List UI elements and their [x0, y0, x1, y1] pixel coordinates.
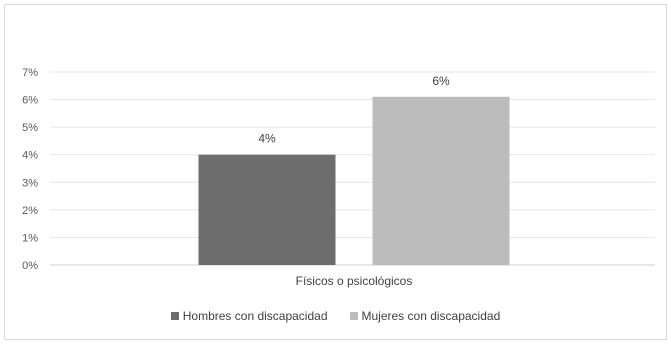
- bar-mujeres: [372, 96, 510, 265]
- y-axis-ticks: 0% 1% 2% 3% 4% 5% 6% 7%: [22, 67, 38, 272]
- y-tick-label: 6%: [22, 95, 38, 107]
- data-label: 4%: [258, 132, 276, 146]
- legend-item-hombres: Hombres con discapacidad: [170, 309, 328, 323]
- legend-item-mujeres: Mujeres con discapacidad: [349, 309, 501, 323]
- bars: [198, 96, 510, 265]
- y-tick-label: 1%: [22, 232, 38, 244]
- data-label: 6%: [432, 74, 450, 88]
- legend-swatch: [349, 312, 358, 320]
- legend-label: Mujeres con discapacidad: [361, 309, 501, 323]
- gridlines: [50, 71, 655, 266]
- data-labels: 4% 6%: [258, 74, 450, 146]
- y-tick-label: 7%: [22, 67, 38, 79]
- legend: Hombres con discapacidad Mujeres con disc…: [0, 309, 671, 323]
- y-tick-label: 3%: [22, 177, 38, 189]
- legend-label: Hombres con discapacidad: [182, 309, 328, 323]
- y-tick-label: 0%: [22, 260, 38, 272]
- y-tick-label: 5%: [22, 122, 38, 134]
- y-tick-label: 4%: [22, 150, 38, 162]
- legend-swatch: [170, 312, 179, 320]
- bar-hombres: [198, 154, 336, 265]
- x-axis-categories: Físicos o psicológicos: [296, 274, 413, 288]
- y-tick-label: 2%: [22, 205, 38, 217]
- x-category-label: Físicos o psicológicos: [296, 274, 413, 288]
